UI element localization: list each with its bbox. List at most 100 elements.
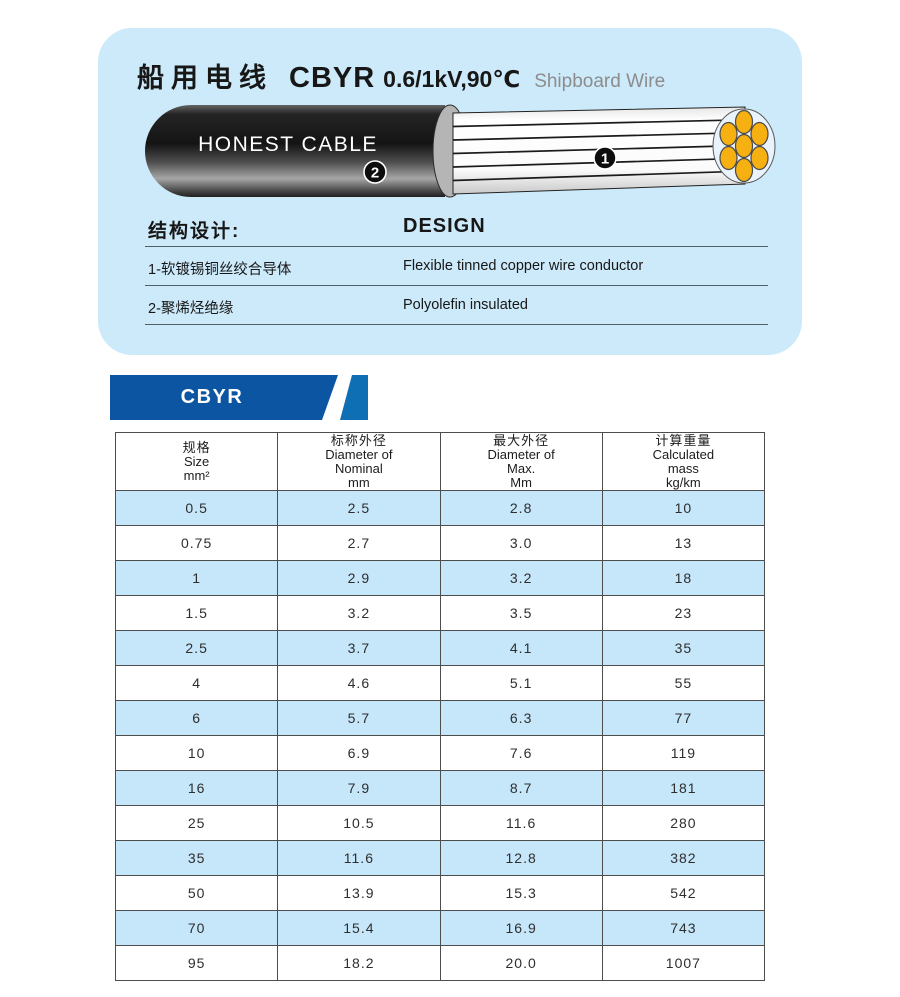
table-cell: 2.8 [439,490,603,526]
table-cell: 7.9 [277,770,441,806]
copper-strands [719,109,769,183]
table-cell: 382 [601,840,766,876]
table-cell: 18 [601,560,766,596]
table-cell: 542 [601,875,766,911]
column-header: 计算重量 Calculated mass kg/km [601,432,766,491]
table-row: 0.5 2.5 2.8 10 [114,490,766,526]
design-heading-cn: 结构设计: [148,221,241,242]
table-row: 1.5 3.2 3.5 23 [114,595,766,631]
design-row-insulation: 2-聚烯烃绝缘 Polyolefin insulated [145,285,768,324]
table-cell: 3.0 [439,525,603,561]
table-cell: 10 [114,735,279,771]
banner-label: CBYR [180,386,244,408]
table-cell: 25 [114,805,279,841]
table-cell: 11.6 [277,840,441,876]
spec-table: 规格 Size mm² 标称外径 Diameter of Nominal mm 最大外径 Dia… [114,432,766,981]
table-row: 4 4.6 5.1 55 [114,665,766,701]
product-panel: 船用电线 CBYR 0.6/1kV,90℃ Shipboard Wire [98,28,802,355]
table-cell: 3.5 [439,595,603,631]
table-cell: 35 [601,630,766,666]
product-model: CBYR [289,62,376,94]
table-cell: 10 [601,490,766,526]
table-cell: 3.7 [277,630,441,666]
marker-2-badge: 2 [363,160,387,184]
table-cell: 8.7 [439,770,603,806]
table-cell: 2.5 [114,630,279,666]
table-cell: 6.9 [277,735,441,771]
table-row: 0.75 2.7 3.0 13 [114,525,766,561]
table-row: 1 2.9 3.2 18 [114,560,766,596]
product-rating: 0.6/1kV,90℃ [383,66,521,92]
table-cell: 6.3 [439,700,603,736]
banner-dark-shape [110,375,338,420]
cable-cross-section [712,108,776,184]
table-cell: 1007 [601,945,766,981]
table-cell: 4.6 [277,665,441,701]
table-cell: 16 [114,770,279,806]
table-cell: 77 [601,700,766,736]
table-cell: 16.9 [439,910,603,946]
product-subtitle: Shipboard Wire [534,71,666,92]
page-title: 船用电线 CBYR 0.6/1kV,90℃ Shipboard Wire [137,56,665,95]
table-cell: 55 [601,665,766,701]
table-cell: 5.1 [439,665,603,701]
table-cell: 20.0 [439,945,603,981]
table-cell: 13.9 [277,875,441,911]
marker-2-label: 2 [371,165,379,182]
table-cell: 95 [114,945,279,981]
table-cell: 10.5 [277,805,441,841]
table-cell: 15.3 [439,875,603,911]
table-row: 10 6.9 7.6 119 [114,735,766,771]
table-cell: 743 [601,910,766,946]
design-section: 结构设计: DESIGN 1-软镀锡铜丝绞合导体 Flexible tinned… [145,214,768,325]
column-header: 最大外径 Diameter of Max. Mm [439,432,603,491]
column-header: 标称外径 Diameter of Nominal mm [277,432,441,491]
table-cell: 119 [601,735,766,771]
table-row: 35 11.6 12.8 382 [114,840,766,876]
table-cell: 50 [114,875,279,911]
table-cell: 2.5 [277,490,441,526]
design-row-cn: 1-软镀锡铜丝绞合导体 [148,262,292,278]
spec-table-head: 规格 Size mm² 标称外径 Diameter of Nominal mm 最大外径 Dia… [114,432,766,491]
design-row-en: Flexible tinned copper wire conductor [403,258,644,274]
table-row: 50 13.9 15.3 542 [114,875,766,911]
table-row: 25 10.5 11.6 280 [114,805,766,841]
table-cell: 2.9 [277,560,441,596]
table-cell: 23 [601,595,766,631]
table-cell: 181 [601,770,766,806]
design-row-conductor: 1-软镀锡铜丝绞合导体 Flexible tinned copper wire … [145,246,768,285]
design-heading-en: DESIGN [403,215,486,237]
table-cell: 18.2 [277,945,441,981]
spec-table-body: 0.5 2.5 2.8 10 0.75 2.7 3.0 13 1 2.9 3.2 18 1.5 3.2 3.… [114,490,766,981]
table-cell: 3.2 [439,560,603,596]
table-cell: 2.7 [277,525,441,561]
table-cell: 12.8 [439,840,603,876]
table-cell: 7.6 [439,735,603,771]
table-cell: 280 [601,805,766,841]
table-cell: 6 [114,700,279,736]
cable-brand-label: HONEST CABLE [198,133,378,156]
banner-light-shape [340,375,368,420]
header-row: 规格 Size mm² 标称外径 Diameter of Nominal mm 最大外径 Dia… [114,432,766,491]
marker-1-label: 1 [601,151,609,168]
column-header: 规格 Size mm² [114,432,279,491]
table-row: 70 15.4 16.9 743 [114,910,766,946]
table-cell: 5.7 [277,700,441,736]
product-title-cn: 船用电线 [137,63,273,93]
model-banner: CBYR [110,375,368,420]
table-cell: 4.1 [439,630,603,666]
table-row: 6 5.7 6.3 77 [114,700,766,736]
table-cell: 1 [114,560,279,596]
cable-illustration: HONEST CABLE 1 2 [145,104,776,198]
banner-shape [110,375,368,420]
table-row: 95 18.2 20.0 1007 [114,945,766,981]
table-cell: 70 [114,910,279,946]
marker-1-badge: 1 [593,146,617,170]
table-cell: 11.6 [439,805,603,841]
table-cell: 13 [601,525,766,561]
table-cell: 35 [114,840,279,876]
design-row-en: Polyolefin insulated [403,297,528,313]
table-cell: 0.5 [114,490,279,526]
table-row: 2.5 3.7 4.1 35 [114,630,766,666]
design-heading: 结构设计: DESIGN [145,214,768,246]
